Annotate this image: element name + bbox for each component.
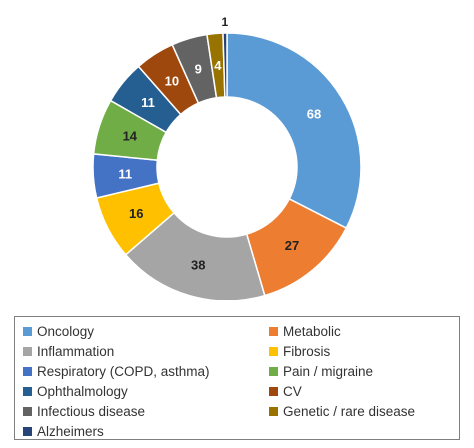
data-label-fibrosis: 16	[129, 206, 143, 221]
data-label-alzheimers: 1	[221, 15, 228, 29]
legend-swatch	[269, 366, 278, 376]
legend-swatch	[269, 406, 278, 416]
legend-item-inflammation: Inflammation	[23, 341, 269, 361]
legend-swatch	[23, 406, 32, 416]
legend: Oncology Metabolic Inflammation Fibrosis Res…	[14, 316, 460, 440]
slices-group	[92, 32, 362, 300]
legend-label: CV	[283, 383, 302, 399]
legend-swatch	[23, 346, 32, 356]
legend-item-respiratory-copd-asthma: Respiratory (COPD, asthma)	[23, 361, 269, 381]
legend-swatch	[23, 386, 32, 396]
legend-swatch	[269, 346, 278, 356]
legend-item-genetic-rare-disease: Genetic / rare disease	[269, 401, 449, 421]
data-label-oncology: 68	[307, 106, 321, 121]
legend-item-alzheimers: Alzheimers	[23, 421, 269, 441]
legend-item-infectious-disease: Infectious disease	[23, 401, 269, 421]
legend-label: Alzheimers	[37, 423, 104, 439]
data-label-genetic-rare-disease: 4	[214, 58, 222, 73]
legend-label: Ophthalmology	[37, 383, 128, 399]
legend-grid: Oncology Metabolic Inflammation Fibrosis Res…	[23, 321, 455, 441]
legend-item-fibrosis: Fibrosis	[269, 341, 449, 361]
legend-swatch	[269, 326, 278, 336]
legend-label: Respiratory (COPD, asthma)	[37, 363, 210, 379]
data-label-ophthalmology: 11	[141, 95, 155, 110]
data-label-inflammation: 38	[191, 257, 205, 272]
legend-item-metabolic: Metabolic	[269, 321, 449, 341]
legend-label: Infectious disease	[37, 403, 146, 419]
slice-alzheimers	[222, 32, 228, 98]
data-label-infectious-disease: 9	[195, 62, 202, 77]
legend-label: Genetic / rare disease	[283, 403, 416, 419]
legend-label: Fibrosis	[283, 343, 331, 359]
donut-chart: 68 27 38 16 11 14 11 10 9 4 1	[92, 15, 362, 300]
data-label-respiratory-copd-asthma: 11	[118, 166, 132, 181]
legend-swatch	[23, 366, 32, 376]
legend-item-ophthalmology: Ophthalmology	[23, 381, 269, 401]
data-label-pain-migraine: 14	[123, 129, 138, 144]
legend-label: Inflammation	[37, 343, 115, 359]
legend-swatch	[23, 326, 32, 336]
data-label-cv: 10	[165, 74, 179, 89]
legend-label: Metabolic	[283, 323, 341, 339]
legend-item-cv: CV	[269, 381, 449, 401]
data-labels-group: 68 27 38 16 11 14 11 10 9 4 1	[118, 15, 321, 272]
legend-label: Pain / migraine	[283, 363, 374, 379]
data-label-metabolic: 27	[285, 238, 299, 253]
legend-item-oncology: Oncology	[23, 321, 269, 341]
legend-swatch	[269, 386, 278, 396]
legend-label: Oncology	[37, 323, 95, 339]
legend-swatch	[23, 426, 32, 436]
legend-item-pain-migraine: Pain / migraine	[269, 361, 449, 381]
slice-oncology	[226, 32, 362, 230]
